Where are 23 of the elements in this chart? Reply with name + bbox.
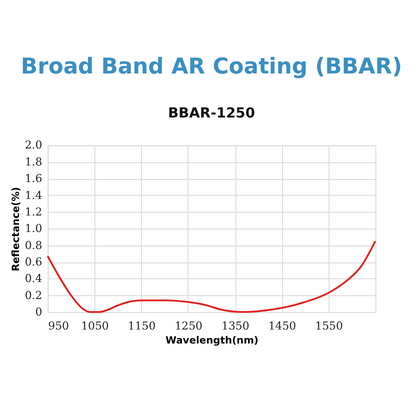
y-tick-label: 1.2 <box>24 205 42 218</box>
line-series <box>46 240 376 313</box>
x-tick-label: 1150 <box>128 319 156 332</box>
y-tick-label: 0 <box>35 306 42 319</box>
y-tick-label: 0.4 <box>24 272 42 286</box>
x-tick-label: 1550 <box>315 319 343 332</box>
y-tick-label: 1.4 <box>24 188 42 202</box>
y-axis-title: Reflectance(%) <box>10 186 22 272</box>
x-tick-label: 1050 <box>81 319 109 332</box>
y-tick-label: 1.8 <box>24 155 42 168</box>
y-tick-label: 2.0 <box>24 138 42 152</box>
y-tick-label: 0.6 <box>24 255 42 268</box>
x-tick-label: 1450 <box>268 319 296 332</box>
x-tick-label: 1350 <box>222 319 250 332</box>
y-tick-label: 0.8 <box>24 238 42 252</box>
y-tick-label: 0.2 <box>24 288 42 302</box>
x-axis-title: Wavelength(nm) <box>166 335 258 346</box>
chart-subtitle: BBAR-1250 <box>168 105 256 122</box>
chart-title: Broad Band AR Coating (BBAR) <box>20 54 402 80</box>
x-tick-label: 950 <box>48 319 70 332</box>
y-tick-label: 1.0 <box>24 222 42 236</box>
x-tick-label: 1250 <box>174 319 203 332</box>
y-tick-label: 1.6 <box>24 172 42 186</box>
